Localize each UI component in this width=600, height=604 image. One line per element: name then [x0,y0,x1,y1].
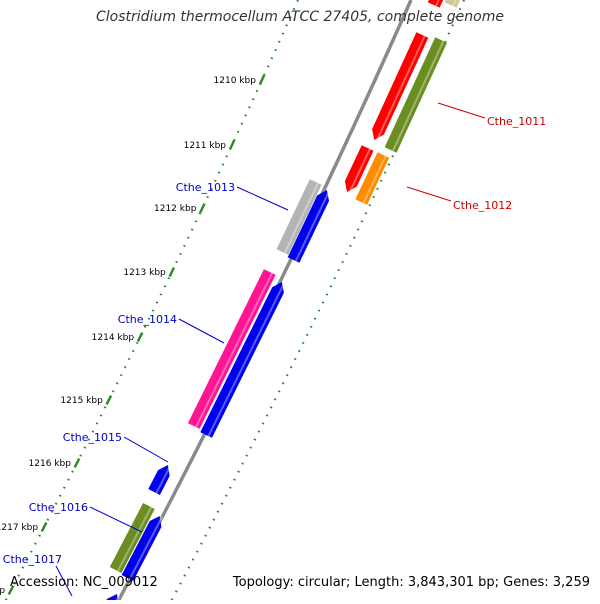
cds-magenta[interactable] [187,269,276,429]
cds-blue-edge[interactable] [97,594,121,604]
scale-tick-label: 1217 kbp [0,523,38,533]
gene-leader-line [437,102,486,119]
gene-label-cthe-1014[interactable]: Cthe_1014 [118,313,177,326]
scale-tick-label: 1218 kbp [0,586,5,596]
scale-tick [228,139,236,151]
gene-label-cthe-1012[interactable]: Cthe_1012 [453,199,512,212]
cds-red-short[interactable] [344,145,374,194]
scale-tick-label: 1215 kbp [60,396,103,406]
cds-blue-small[interactable] [148,465,172,495]
gene-leader-line [89,506,143,533]
genome-summary: Topology: circular; Length: 3,843,301 bp… [232,575,590,590]
gene-leader-line [123,436,169,463]
feature-layer [97,0,468,604]
scale-tick [258,74,266,86]
scale-tick-label: 1211 kbp [184,141,227,151]
gene-label-cthe-1015[interactable]: Cthe_1015 [63,431,122,444]
cds-red[interactable] [427,0,451,8]
scale-tick-label: 1210 kbp [214,76,257,86]
accession-label: Accession: NC_009012 [10,575,158,590]
scale-tick [7,584,15,596]
scale-tick-label: 1214 kbp [92,333,135,343]
cds-blue-long[interactable] [200,282,286,438]
gene-label-cthe-1011[interactable]: Cthe_1011 [487,115,546,128]
backbone-layer [117,0,413,601]
cds-olive[interactable] [384,37,447,153]
gene-label-cthe-1016[interactable]: Cthe_1016 [29,501,88,514]
cds-olive-lower[interactable] [109,503,155,573]
scale-tick [136,331,144,343]
map-title: Clostridium thermocellum ATCC 27405, com… [96,9,504,25]
scale-tick-label: 1213 kbp [123,268,166,278]
scale-tick [40,521,48,533]
cds-blue[interactable] [287,190,331,263]
gene-label-layer: Cthe_1011 Cthe_1012 Cthe_1013 Cthe_1014 Cthe… [3,102,546,597]
gene-leader-line [406,186,452,202]
scale-tick-label: 1212 kbp [154,204,197,214]
scale-tick [73,457,81,469]
scale-tick [168,266,176,278]
gene-label-cthe-1017[interactable]: Cthe_1017 [3,553,62,566]
gene-leader-line [178,318,225,344]
cds-grey[interactable] [276,179,322,255]
gene-leader-line [55,565,73,597]
scale-layer: 1210 kbp 1211 kbp 1212 kbp 1213 kbp 1214 kbp… [0,74,266,596]
scale-tick [105,394,113,406]
cds-orange[interactable] [355,152,390,205]
cds-blue-lower[interactable] [121,516,163,581]
cds-red-long[interactable] [372,32,429,142]
scale-tick [199,202,206,214]
cds-khaki[interactable] [444,0,468,8]
genome-backbone [117,0,413,601]
gene-label-cthe-1013[interactable]: Cthe_1013 [176,181,235,194]
scale-tick-label: 1216 kbp [29,459,72,469]
gene-leader-line [236,186,289,211]
